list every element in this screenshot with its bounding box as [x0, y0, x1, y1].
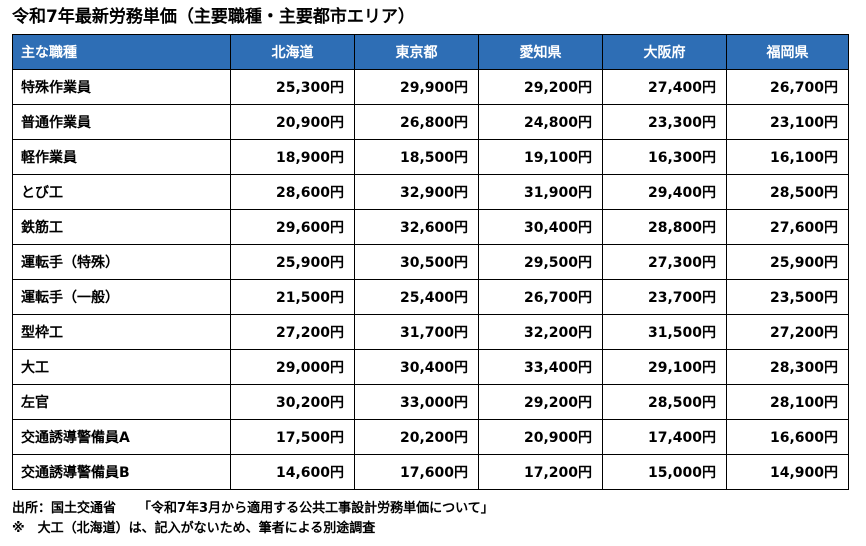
- wage-table: 主な職種 北海道 東京都 愛知県 大阪府 福岡県 特殊作業員 25,300円 2…: [12, 34, 849, 490]
- wage-cell: 24,800円: [478, 104, 603, 140]
- table-row: 特殊作業員 25,300円 29,900円 29,200円 27,400円 26…: [12, 69, 849, 105]
- table-row: 左官 30,200円 33,000円 29,200円 28,500円 28,10…: [12, 384, 849, 420]
- wage-cell: 29,200円: [478, 69, 603, 105]
- header-region: 愛知県: [478, 34, 603, 70]
- wage-cell: 26,800円: [354, 104, 479, 140]
- wage-cell: 30,200円: [230, 384, 355, 420]
- wage-cell: 25,900円: [230, 244, 355, 280]
- wage-cell: 25,900円: [726, 244, 849, 280]
- wage-cell: 27,200円: [726, 314, 849, 350]
- wage-cell: 30,400円: [354, 349, 479, 385]
- wage-cell: 30,400円: [478, 209, 603, 245]
- wage-cell: 29,500円: [478, 244, 603, 280]
- job-cell: 鉄筋工: [12, 209, 231, 245]
- wage-cell: 31,700円: [354, 314, 479, 350]
- header-region: 福岡県: [726, 34, 849, 70]
- wage-cell: 18,500円: [354, 139, 479, 175]
- wage-cell: 28,500円: [602, 384, 727, 420]
- job-cell: とび工: [12, 174, 231, 210]
- wage-cell: 20,900円: [230, 104, 355, 140]
- wage-cell: 29,600円: [230, 209, 355, 245]
- wage-cell: 20,200円: [354, 419, 479, 455]
- job-cell: 左官: [12, 384, 231, 420]
- wage-cell: 23,500円: [726, 279, 849, 315]
- wage-cell: 31,500円: [602, 314, 727, 350]
- table-row: 交通誘導警備員B 14,600円 17,600円 17,200円 15,000円…: [12, 454, 849, 490]
- wage-cell: 33,000円: [354, 384, 479, 420]
- wage-cell: 17,400円: [602, 419, 727, 455]
- wage-cell: 27,200円: [230, 314, 355, 350]
- wage-cell: 20,900円: [478, 419, 603, 455]
- table-row: 運転手（特殊） 25,900円 30,500円 29,500円 27,300円 …: [12, 244, 849, 280]
- wage-cell: 28,100円: [726, 384, 849, 420]
- wage-cell: 31,900円: [478, 174, 603, 210]
- job-cell: 大工: [12, 349, 231, 385]
- wage-cell: 19,100円: [478, 139, 603, 175]
- wage-cell: 32,900円: [354, 174, 479, 210]
- table-row: とび工 28,600円 32,900円 31,900円 29,400円 28,5…: [12, 174, 849, 210]
- job-cell: 型枠工: [12, 314, 231, 350]
- wage-cell: 29,200円: [478, 384, 603, 420]
- table-row: 鉄筋工 29,600円 32,600円 30,400円 28,800円 27,6…: [12, 209, 849, 245]
- remark-note: ※ 大工（北海道）は、記入がないため、筆者による別途調査: [12, 521, 376, 536]
- header-region: 大阪府: [602, 34, 727, 70]
- job-cell: 特殊作業員: [12, 69, 231, 105]
- wage-cell: 29,900円: [354, 69, 479, 105]
- job-cell: 運転手（一般）: [12, 279, 231, 315]
- wage-cell: 14,900円: [726, 454, 849, 490]
- wage-cell: 30,500円: [354, 244, 479, 280]
- wage-cell: 23,300円: [602, 104, 727, 140]
- header-job: 主な職種: [12, 34, 231, 70]
- job-cell: 軽作業員: [12, 139, 231, 175]
- source-document: 「令和7年3月から適用する公共工事設計労務単価について」: [138, 501, 494, 516]
- wage-cell: 15,000円: [602, 454, 727, 490]
- wage-cell: 28,300円: [726, 349, 849, 385]
- wage-cell: 17,200円: [478, 454, 603, 490]
- wage-cell: 25,400円: [354, 279, 479, 315]
- wage-cell: 23,700円: [602, 279, 727, 315]
- wage-cell: 14,600円: [230, 454, 355, 490]
- table-header-row: 主な職種 北海道 東京都 愛知県 大阪府 福岡県: [12, 34, 849, 70]
- wage-cell: 28,600円: [230, 174, 355, 210]
- header-region: 北海道: [230, 34, 355, 70]
- wage-cell: 29,100円: [602, 349, 727, 385]
- wage-cell: 27,400円: [602, 69, 727, 105]
- wage-cell: 23,100円: [726, 104, 849, 140]
- wage-cell: 16,600円: [726, 419, 849, 455]
- wage-cell: 32,600円: [354, 209, 479, 245]
- wage-cell: 17,500円: [230, 419, 355, 455]
- wage-cell: 25,300円: [230, 69, 355, 105]
- wage-cell: 32,200円: [478, 314, 603, 350]
- wage-cell: 27,300円: [602, 244, 727, 280]
- table-row: 大工 29,000円 30,400円 33,400円 29,100円 28,30…: [12, 349, 849, 385]
- wage-cell: 18,900円: [230, 139, 355, 175]
- wage-cell: 33,400円: [478, 349, 603, 385]
- source-note: 出所：国土交通省 「令和7年3月から適用する公共工事設計労務単価について」: [12, 499, 494, 519]
- wage-cell: 21,500円: [230, 279, 355, 315]
- source-label: 出所：国土交通省: [12, 501, 117, 516]
- table-row: 交通誘導警備員A 17,500円 20,200円 20,900円 17,400円…: [12, 419, 849, 455]
- wage-cell: 16,300円: [602, 139, 727, 175]
- job-cell: 交通誘導警備員B: [12, 454, 231, 490]
- wage-cell: 16,100円: [726, 139, 849, 175]
- job-cell: 交通誘導警備員A: [12, 419, 231, 455]
- table-row: 軽作業員 18,900円 18,500円 19,100円 16,300円 16,…: [12, 139, 849, 175]
- wage-cell: 28,500円: [726, 174, 849, 210]
- wage-cell: 17,600円: [354, 454, 479, 490]
- notes: 出所：国土交通省 「令和7年3月から適用する公共工事設計労務単価について」 ※ 大…: [12, 499, 494, 539]
- job-cell: 普通作業員: [12, 104, 231, 140]
- table-row: 型枠工 27,200円 31,700円 32,200円 31,500円 27,2…: [12, 314, 849, 350]
- wage-cell: 27,600円: [726, 209, 849, 245]
- wage-cell: 28,800円: [602, 209, 727, 245]
- page-title: 令和7年最新労務単価（主要職種・主要都市エリア）: [12, 7, 415, 27]
- wage-cell: 29,400円: [602, 174, 727, 210]
- wage-cell: 26,700円: [478, 279, 603, 315]
- table-row: 普通作業員 20,900円 26,800円 24,800円 23,300円 23…: [12, 104, 849, 140]
- table-row: 運転手（一般） 21,500円 25,400円 26,700円 23,700円 …: [12, 279, 849, 315]
- header-region: 東京都: [354, 34, 479, 70]
- wage-cell: 26,700円: [726, 69, 849, 105]
- wage-cell: 29,000円: [230, 349, 355, 385]
- job-cell: 運転手（特殊）: [12, 244, 231, 280]
